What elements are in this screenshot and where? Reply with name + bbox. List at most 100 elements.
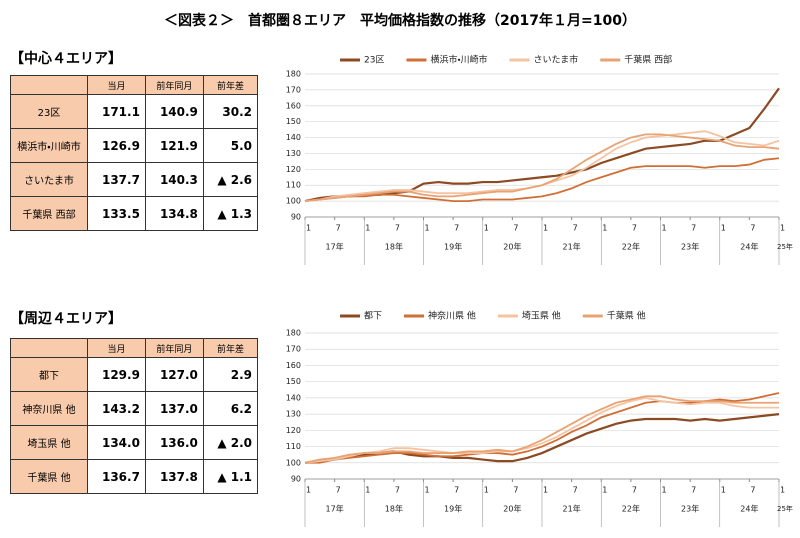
value-cell: ▲ 2.6 [202,162,259,197]
legend-label: 都下 [364,311,382,322]
x-tick-label: 7 [454,224,459,233]
header-row: 当月 前年同月 前年差 [10,338,259,358]
x-tick-label: 1 [484,486,489,495]
value-cell: 6.2 [202,391,259,426]
section-heading: 【中心４エリア】 [10,51,122,67]
header-cell: 前年差 [202,338,259,358]
legend-label: 千葉県 他 [607,310,646,322]
x-tick-label: 7 [632,224,637,233]
x-tick-label: 1 [780,486,785,495]
value-cell: 171.1 [87,94,146,129]
year-label: 20年 [503,504,521,514]
y-tick-label: 160 [286,101,301,110]
year-label: 20年 [503,242,521,252]
series-line [304,133,780,203]
year-label: 23年 [681,504,699,514]
x-tick-label: 7 [395,224,400,233]
x-tick-label: 1 [780,224,785,233]
value-cell: 134.8 [144,196,204,231]
y-tick-label: 170 [286,85,301,94]
header-cell: 前年同月 [144,338,204,358]
header-row: 当月 前年同月 前年差 [10,75,259,95]
y-tick-label: 100 [286,197,301,206]
value-cell: 133.5 [87,196,146,231]
series-line [304,87,780,203]
x-tick-label: 1 [306,224,311,233]
table-row: 千葉県 他 136.7 137.8 ▲ 1.1 [10,459,259,494]
value-cell: 2.9 [202,357,259,392]
x-tick-label: 1 [662,224,667,233]
y-tick-label: 150 [286,117,301,126]
table-row: 埼玉県 他 134.0 136.0 ▲ 2.0 [10,425,259,460]
legend-label: 23区 [364,55,384,66]
x-tick-label: 1 [721,224,726,233]
x-tick-label: 7 [395,486,400,495]
index-table: 当月 前年同月 前年差 23区 171.1 140.9 30.2 横浜市・川崎市 126.9 12… [10,75,259,231]
value-cell: 134.0 [87,425,146,460]
value-cell: 136.0 [144,425,204,460]
x-tick-label: 7 [513,486,518,495]
page-title: ＜図表２＞ 首都圏８エリア 平均価格指数の推移（2017年１月=100） [164,13,636,29]
y-tick-label: 160 [286,361,301,370]
y-tick-label: 120 [286,165,301,174]
x-tick-label: 7 [632,486,637,495]
row-label: 埼玉県 他 [10,425,88,460]
year-label: 23年 [681,242,699,252]
value-cell: 126.9 [87,128,146,163]
table-row: 神奈川県 他 143.2 137.0 6.2 [10,391,259,426]
year-label: 18年 [385,504,403,514]
year-label: 25年 [777,242,793,251]
x-tick-label: 1 [484,224,489,233]
y-tick-label: 130 [286,410,301,419]
y-tick-label: 180 [286,329,301,338]
x-tick-label: 7 [691,224,696,233]
year-label: 19年 [444,242,462,252]
x-tick-label: 7 [513,224,518,233]
value-cell: 136.7 [87,459,146,494]
x-tick-label: 1 [602,486,607,495]
x-tick-label: 7 [750,486,755,495]
x-tick-label: 1 [365,486,370,495]
section-heading: 【周辺４エリア】 [10,311,122,327]
legend-label: 千葉県 西部 [624,54,672,66]
year-label: 21年 [563,242,581,252]
series-line [304,157,780,203]
value-cell: 143.2 [87,391,146,426]
year-label: 24年 [740,504,758,514]
row-label: さいたま市 [10,162,88,197]
y-tick-label: 90 [291,475,301,484]
x-tick-label: 7 [336,486,341,495]
row-label: 横浜市・川崎市 [10,128,88,163]
index-table: 当月 前年同月 前年差 都下 129.9 127.0 2.9 神奈川県 他 143.2 137.0… [10,338,259,494]
table-row: 千葉県 西部 133.5 134.8 ▲ 1.3 [10,196,259,231]
value-cell: ▲ 1.1 [202,459,259,494]
x-tick-label: 1 [543,224,548,233]
legend-label: さいたま市 [534,54,579,66]
value-cell: 129.9 [87,357,146,392]
x-tick-label: 7 [573,486,578,495]
year-label: 18年 [385,242,403,252]
x-tick-label: 7 [454,486,459,495]
x-tick-label: 7 [691,486,696,495]
y-tick-label: 100 [286,458,301,467]
year-label: 22年 [622,504,640,514]
table-row: 横浜市・川崎市 126.9 121.9 5.0 [10,128,259,163]
y-tick-label: 150 [286,377,301,386]
header-cell: 前年同月 [144,75,204,95]
y-tick-label: 130 [286,149,301,158]
year-label: 25年 [777,504,793,513]
x-tick-label: 1 [602,224,607,233]
value-cell: 137.8 [144,459,204,494]
year-label: 19年 [444,504,462,514]
header-cell [10,75,88,95]
x-tick-label: 7 [336,224,341,233]
year-label: 17年 [326,242,344,252]
x-tick-label: 1 [543,486,548,495]
series-line [304,396,779,464]
header-cell [10,338,88,358]
year-label: 17年 [326,504,344,514]
value-cell: 140.3 [144,162,204,197]
row-label: 千葉県 他 [10,459,88,494]
y-tick-label: 90 [291,213,301,222]
